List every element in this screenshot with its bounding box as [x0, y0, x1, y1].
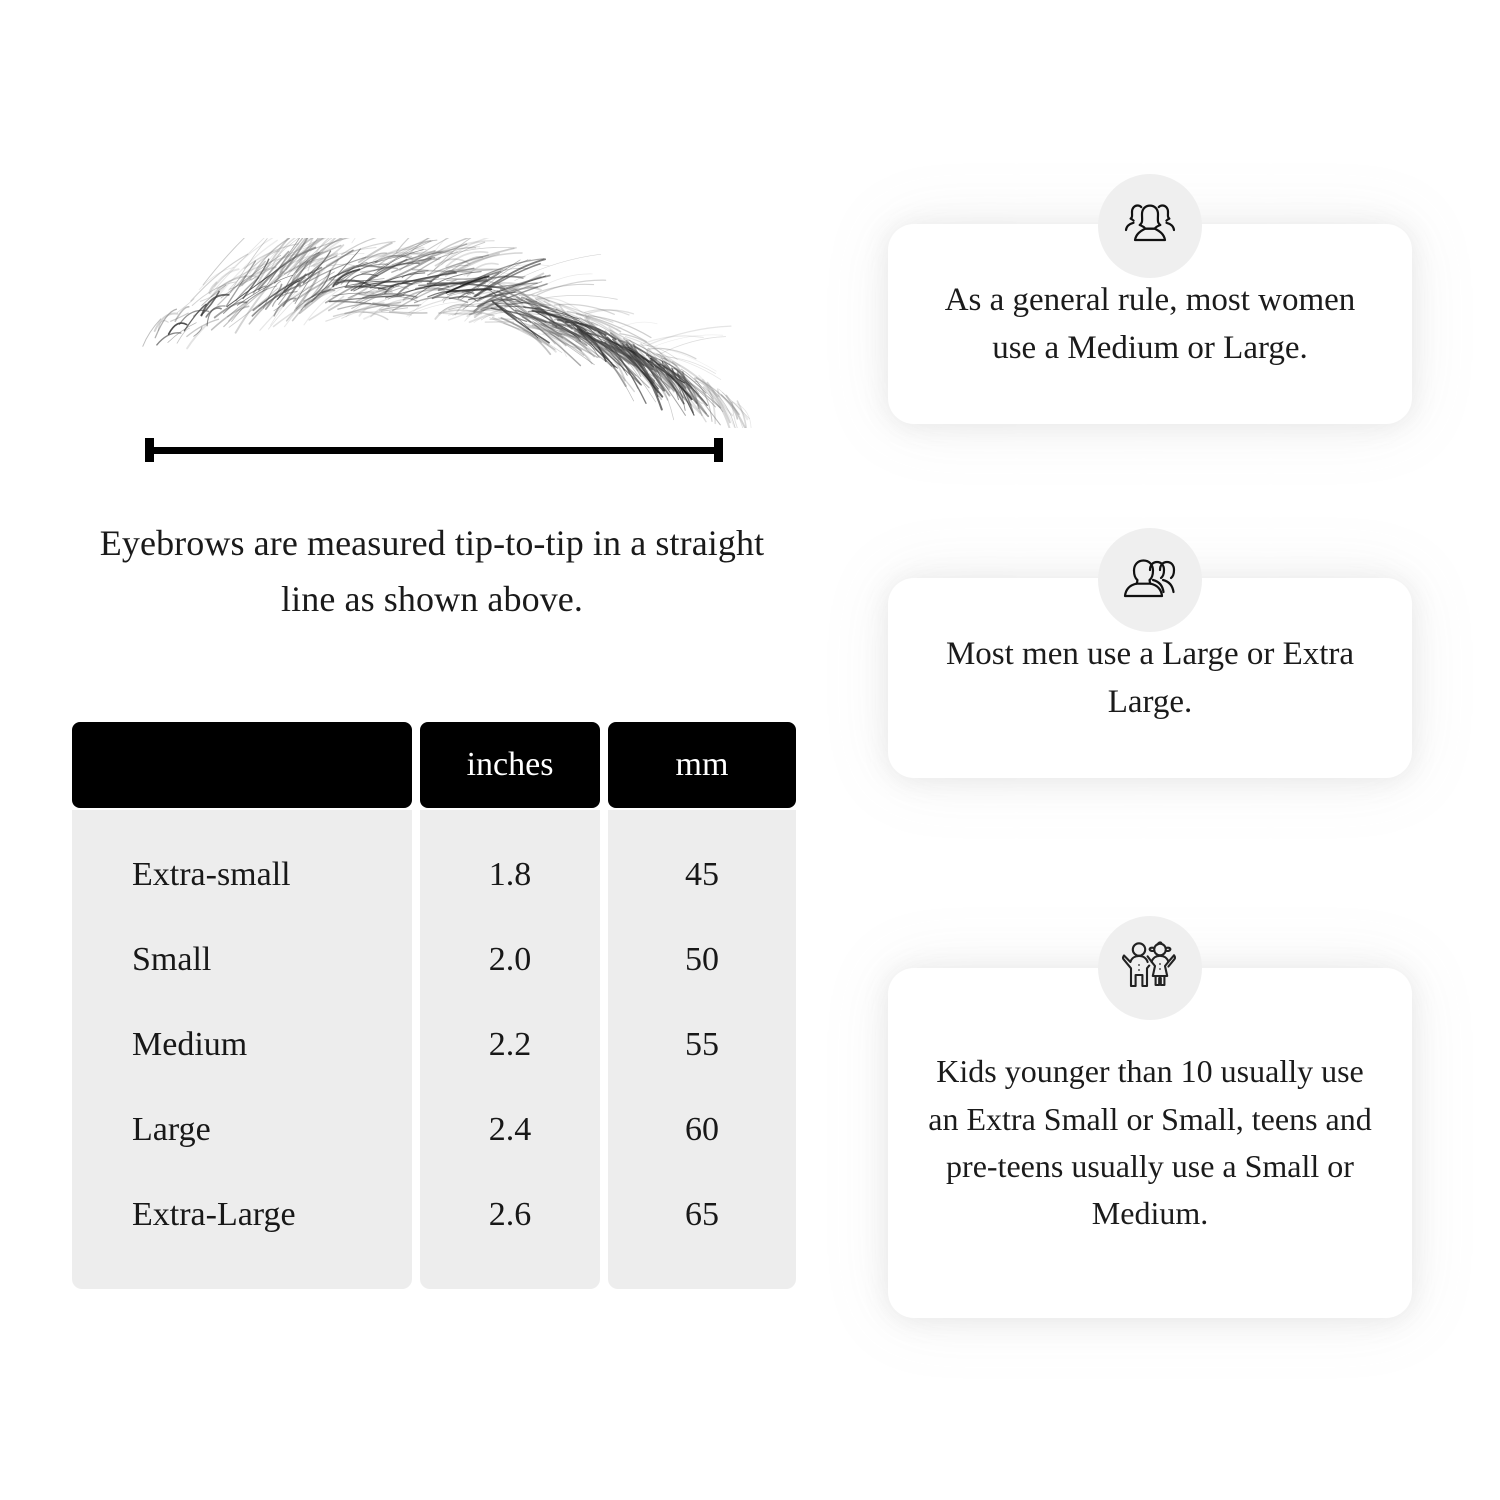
table-cell-size: Medium [132, 1025, 248, 1063]
table-cell-mm: 65 [685, 1195, 719, 1233]
table-cell-mm: 45 [685, 855, 719, 893]
table-cell-size: Extra-small [132, 855, 291, 893]
table-cell-inches: 2.4 [488, 1110, 532, 1148]
info-card-women-text: As a general rule, most women use a Medi… [944, 281, 1356, 366]
info-card-kids-text: Kids younger than 10 usually use an Extr… [928, 1053, 1372, 1232]
eyebrow-hairs-svg [142, 238, 752, 428]
size-table: inches mm Extra-small Small Medium Large… [72, 722, 796, 1289]
table-cell-size: Extra-Large [132, 1195, 296, 1233]
left-panel: Eyebrows are measured tip-to-tip in a st… [72, 238, 796, 1289]
table-column-mm: 45 50 55 60 65 [608, 810, 796, 1289]
right-panel: As a general rule, most women use a Medi… [820, 0, 1500, 1500]
measure-ruler-line [145, 432, 723, 468]
table-cell-inches: 2.2 [488, 1025, 532, 1063]
table-body: Extra-small Small Medium Large Extra-Lar… [72, 810, 796, 1289]
table-cell-mm: 50 [685, 940, 719, 978]
table-cell-inches: 2.0 [488, 940, 532, 978]
table-header-row: inches mm [72, 722, 796, 808]
table-column-inches: 1.8 2.0 2.2 2.4 2.6 [420, 810, 600, 1289]
table-header-inches: inches [420, 722, 600, 808]
table-cell-inches: 2.6 [488, 1195, 532, 1233]
info-card-men: Most men use a Large or Extra Large. [888, 578, 1412, 778]
two-kids-glyph [1121, 941, 1177, 988]
table-cell-size: Large [132, 1110, 211, 1148]
table-cell-size: Small [132, 940, 212, 978]
three-women-glyph [1124, 204, 1176, 242]
table-cell-mm: 60 [685, 1110, 719, 1148]
measurement-caption: Eyebrows are measured tip-to-tip in a st… [99, 523, 765, 619]
three-men-glyph [1123, 559, 1176, 598]
eyebrow-illustration [118, 238, 758, 428]
table-header-mm: mm [608, 722, 796, 808]
info-card-kids: Kids younger than 10 usually use an Extr… [888, 968, 1412, 1318]
table-cell-mm: 55 [685, 1025, 719, 1063]
info-card-men-text: Most men use a Large or Extra Large. [945, 635, 1355, 720]
ruler-svg [145, 438, 723, 462]
three-women-icon [1098, 174, 1202, 278]
table-column-size: Extra-small Small Medium Large Extra-Lar… [72, 810, 412, 1289]
three-men-icon [1098, 528, 1202, 632]
two-kids-icon [1098, 916, 1202, 1020]
table-header-size [72, 722, 412, 808]
table-cell-inches: 1.8 [488, 855, 532, 893]
